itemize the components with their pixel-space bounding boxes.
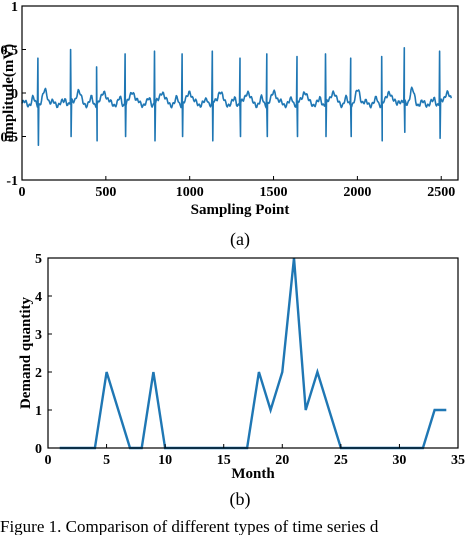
ecg-y-tick-label: -1: [6, 174, 18, 189]
demand-x-tick-label: 35: [451, 453, 465, 468]
demand-x-tick-label: 25: [334, 453, 348, 468]
demand-x-tick-label: 5: [103, 453, 110, 468]
demand-series-line: [59, 257, 447, 450]
panel-label-b: (b): [230, 489, 251, 510]
ecg-x-tick-label: 0: [19, 185, 26, 200]
ecg-y-tick-label: 1: [11, 0, 18, 15]
ecg-y-tick-label: -0.5: [0, 131, 18, 146]
demand-y-tick-label: 4: [35, 290, 42, 305]
ecg-y-tick-label: 0.5: [1, 44, 19, 59]
figure-caption: Figure 1. Comparison of different types …: [0, 517, 379, 535]
demand-x-tick-label: 20: [275, 453, 289, 468]
demand-x-axis-label: Month: [231, 466, 275, 482]
demand-y-tick-label: 5: [35, 252, 42, 267]
demand-y-tick-label: 0: [35, 442, 42, 457]
demand-y-axis-label: Demand quantity: [18, 296, 34, 409]
demand-chart: 0 5 10 15 20 25 30 35 0 1 2 3 4 5 Month Demand quant…: [18, 252, 465, 510]
demand-x-tick-label: 30: [392, 453, 406, 468]
demand-x-tick-label: 0: [45, 453, 52, 468]
ecg-series-line: [21, 46, 453, 146]
demand-y-tick-label: 2: [35, 366, 42, 381]
ecg-x-tick-label: 2500: [427, 185, 455, 200]
ecg-x-tick-label: 1000: [176, 185, 204, 200]
panel-label-a: (a): [230, 229, 250, 250]
ecg-y-tick-label: 0: [11, 87, 18, 102]
ecg-y-axis-label: amplitude(mV): [1, 44, 17, 142]
demand-y-tick-label: 3: [35, 328, 42, 343]
ecg-chart: 0 500 1000 1500 2000 2500 1 0.5 0 -0.5 -1 Samplin…: [0, 0, 459, 250]
demand-x-tick-label: 15: [217, 453, 231, 468]
ecg-x-axis-label: Sampling Point: [191, 202, 290, 218]
demand-y-tick-label: 1: [35, 404, 42, 419]
ecg-x-tick-label: 2000: [343, 185, 371, 200]
ecg-x-tick-label: 500: [95, 185, 116, 200]
demand-plot-frame: [47, 257, 459, 449]
ecg-x-tick-label: 1500: [260, 185, 288, 200]
demand-x-tick-label: 10: [158, 453, 172, 468]
